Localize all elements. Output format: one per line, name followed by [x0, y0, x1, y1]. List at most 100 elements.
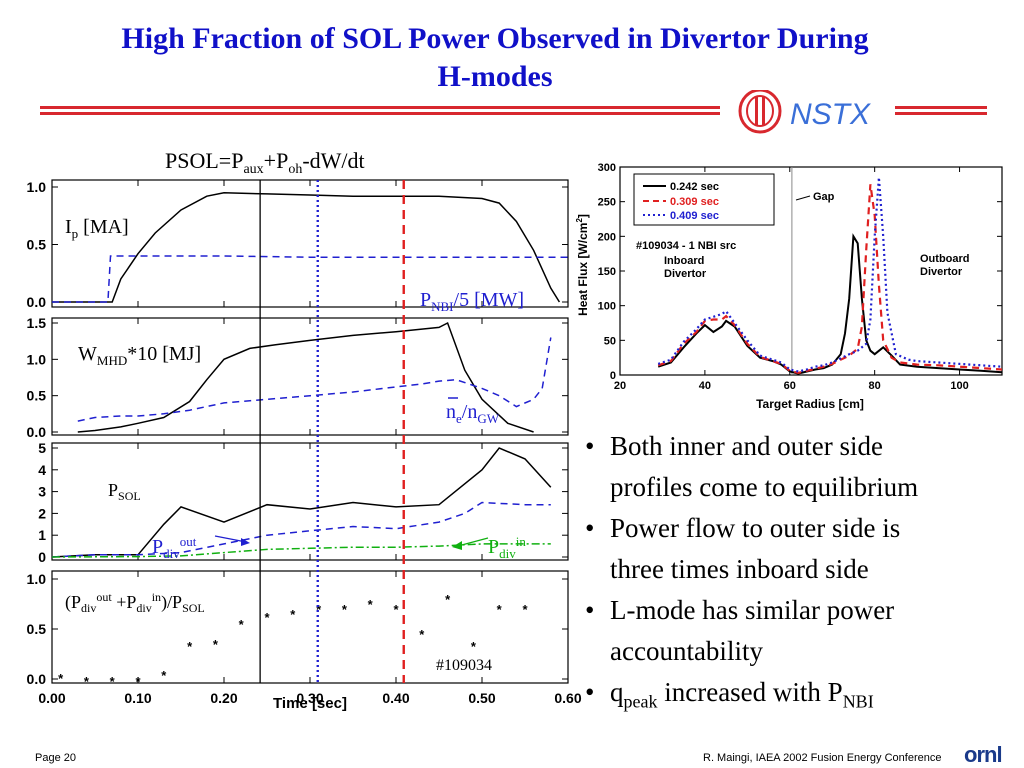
chart-title: PSOL=Paux+Poh-dW/dt — [165, 148, 365, 177]
title-line-2: H-modes — [437, 60, 553, 93]
y-tick-label: 1.5 — [27, 315, 47, 331]
y-tick-label: 1.0 — [27, 179, 47, 195]
slide-title: High Fraction of SOL Power Observed in D… — [0, 20, 990, 96]
ratio-point: * — [135, 674, 141, 689]
ratio-point: * — [187, 639, 193, 654]
y-tick-label: 2 — [38, 505, 46, 521]
x-tick-label: 0.10 — [124, 690, 151, 706]
y-tick-label: 0.5 — [27, 388, 47, 404]
ratio-point: * — [393, 602, 399, 617]
pdiv-in-label: Pdivin — [488, 534, 526, 561]
ratio-point: * — [419, 627, 425, 642]
time-panel-3: 0 1 2 3 4 5 — [38, 440, 569, 565]
ratio-point: * — [522, 602, 528, 617]
x-tick-label: 100 — [950, 380, 968, 392]
gap-label: Gap — [813, 191, 835, 203]
ratio-point: * — [213, 637, 219, 652]
panel-2-series-1 — [77, 321, 534, 433]
y-tick-label: 250 — [598, 197, 616, 209]
ne-ngw-label: ne/nGW — [446, 401, 500, 426]
y-tick-label: 1.0 — [27, 351, 47, 367]
y-tick-label: 3 — [38, 484, 46, 500]
y-tick-label: 1.0 — [27, 571, 47, 587]
y-tick-label: 0.5 — [27, 621, 47, 637]
heat-flux-legend: 0.242 sec 0.309 sec 0.409 sec — [643, 181, 719, 222]
y-tick-label: 4 — [38, 462, 46, 478]
nstx-logo-emblem — [738, 90, 782, 134]
y-tick-label: 0 — [610, 370, 616, 382]
ornl-logo: ornl — [964, 742, 1003, 767]
legend-box — [633, 173, 775, 226]
heat-flux-x-label: Target Radius [cm] — [756, 397, 864, 411]
time-panel-1: 0.0 0.5 1.0 — [27, 179, 569, 310]
y-tick-label: 0 — [38, 549, 46, 565]
footer-credit: R. Maingi, IAEA 2002 Fusion Energy Confe… — [703, 752, 942, 764]
wmhd-label: WMHD*10 [MJ] — [78, 343, 201, 368]
inboard-label-2: Divertor — [664, 268, 707, 280]
ratio-point: * — [471, 639, 477, 654]
ratio-point: * — [264, 610, 270, 625]
x-tick-label: 80 — [869, 380, 881, 392]
panel-3-series-3 — [52, 543, 551, 558]
header-banner: NSTX — [40, 90, 987, 134]
panel-frame — [51, 179, 569, 308]
x-tick-label: 0.30 — [296, 690, 323, 706]
ratio-point: * — [110, 674, 116, 689]
ratio-point: * — [58, 671, 64, 686]
ratio-label: (Pdivout +Pdivin)/PSOL — [65, 590, 205, 615]
time-panel-2: 0.0 0.5 1.0 1.5 — [27, 315, 569, 440]
legend-label-0309: 0.309 sec — [670, 196, 719, 208]
legend-label-0409: 0.409 sec — [670, 210, 719, 222]
nstx-logo-text: NSTX — [790, 98, 871, 131]
heat-flux-series-0409 — [657, 177, 1002, 373]
y-tick-label: 0.5 — [27, 237, 47, 253]
header-rule-left — [40, 106, 720, 115]
y-tick-label: 5 — [38, 440, 46, 456]
y-tick-label: 0.0 — [27, 671, 47, 687]
ratio-point: * — [342, 602, 348, 617]
heat-flux-series-0242 — [657, 233, 1002, 375]
ratio-point: * — [290, 607, 296, 622]
ratio-point: * — [161, 668, 167, 683]
y-tick-label: 0.0 — [27, 294, 47, 310]
y-tick-label: 150 — [598, 266, 616, 278]
panel-1-series-2 — [52, 255, 568, 303]
inboard-label-1: Inboard — [664, 255, 704, 267]
footer-page-number: Page 20 — [35, 752, 76, 764]
x-tick-label: 0.20 — [210, 690, 237, 706]
heat-flux-y-label: Heat Flux [W/cm2] — [575, 214, 590, 316]
gap-arrow — [795, 195, 811, 201]
panel-3-series-1 — [52, 447, 552, 558]
heat-flux-series-0309 — [657, 184, 1002, 375]
ratio-point: * — [239, 617, 245, 632]
x-tick-label: 0.60 — [554, 690, 581, 706]
y-tick-label: 100 — [598, 301, 616, 313]
y-tick-label: 200 — [598, 231, 616, 243]
heat-flux-chart: 0 50 100 150 200 250 300 20 40 60 80 100 0.242 sec … — [575, 162, 1003, 411]
y-tick-label: 0.0 — [27, 424, 47, 440]
x-tick-label: 0.00 — [38, 690, 65, 706]
panel-1-series-1 — [52, 192, 561, 303]
heat-flux-shot-label: #109034 - 1 NBI src — [636, 240, 736, 252]
y-tick-label: 1 — [38, 527, 46, 543]
outboard-label-2: Divertor — [920, 266, 963, 278]
x-tick-label: 20 — [614, 380, 626, 392]
ratio-point: * — [316, 602, 322, 617]
x-tick-label: 0.40 — [382, 690, 409, 706]
panel-3-series-2 — [52, 501, 551, 558]
ratio-point: * — [368, 597, 374, 612]
x-axis-label: Time [sec] — [273, 695, 347, 712]
time-trace-chart: PSOL=Paux+Poh-dW/dt 0.0 0.5 1.0 0.0 0.5 1.0 1.… — [27, 148, 582, 712]
ratio-point: * — [497, 602, 503, 617]
time-panel-4: 0.0 0.5 1.0 — [27, 570, 569, 687]
pnbi-label: PNBI/5 [MW] — [420, 289, 524, 314]
bullet-item: qpeak increased with PNBI — [583, 672, 1023, 722]
shot-number-label: #109034 — [436, 657, 492, 674]
pdiv-arrows — [214, 535, 489, 550]
outboard-label-1: Outboard — [920, 253, 970, 265]
y-tick-label: 300 — [598, 162, 616, 174]
